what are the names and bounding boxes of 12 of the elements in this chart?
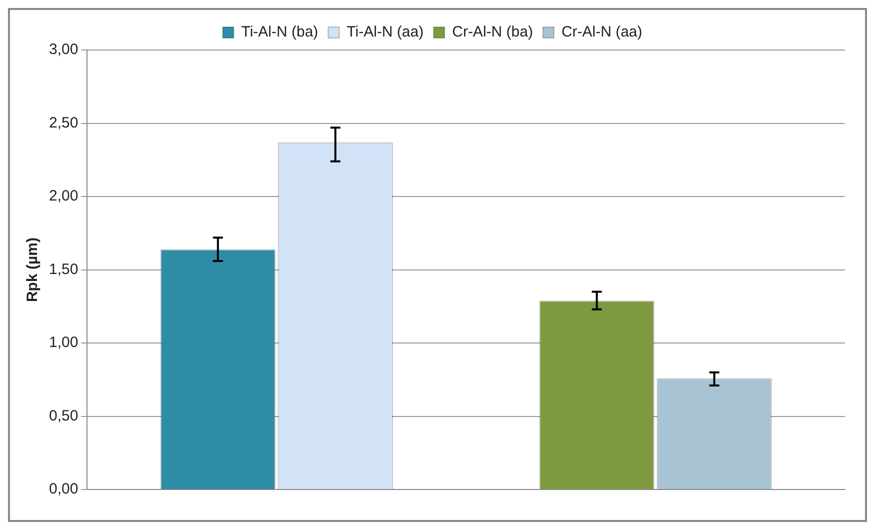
y-axis-title: Rpk (µm) — [24, 238, 42, 302]
legend-label: Ti-Al-N (ba) — [241, 24, 318, 41]
y-tick-label: 1,50 — [48, 260, 78, 278]
y-tick-label: 2,00 — [48, 188, 78, 205]
y-tick-label: 0,00 — [48, 480, 78, 498]
y-tick-label: 2,50 — [48, 114, 78, 132]
y-tick-label: 3,00 — [48, 41, 78, 58]
legend-label: Cr-Al-N (aa) — [561, 24, 642, 41]
y-tick-label: 1,00 — [48, 334, 78, 352]
y-tick-label: 0,50 — [48, 407, 78, 424]
legend-label: Cr-Al-N (ba) — [452, 24, 533, 41]
legend-label: Ti-Al-N (aa) — [346, 24, 424, 41]
